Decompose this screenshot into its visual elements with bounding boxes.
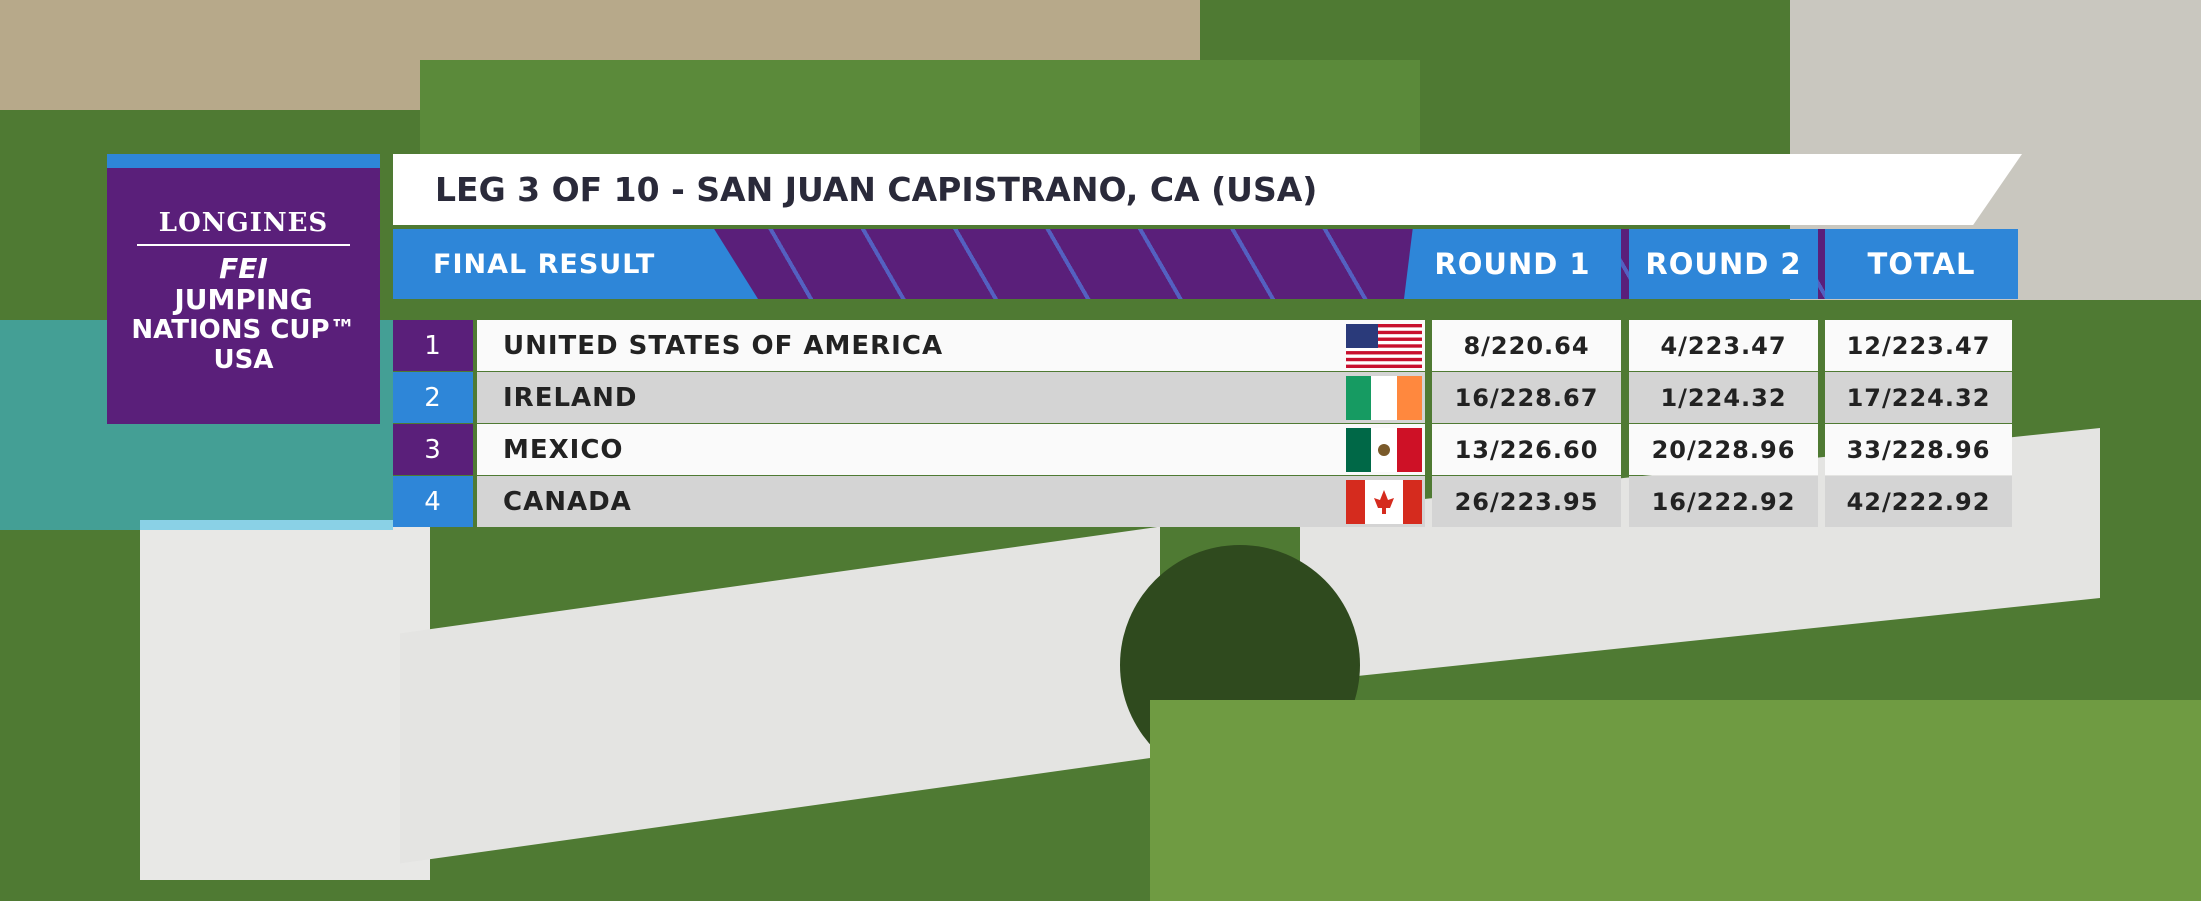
score-cell: 4/223.47: [1629, 320, 1818, 371]
team-name: MEXICO: [477, 424, 1425, 475]
rank-cell: 1: [393, 320, 473, 371]
logo-line: JUMPING: [174, 283, 313, 316]
team-name: CANADA: [477, 476, 1425, 527]
team-name: IRELAND: [477, 372, 1425, 423]
team-name: UNITED STATES OF AMERICA: [477, 320, 1425, 371]
logo-country: USA: [213, 345, 274, 375]
score-cell: 8/220.64: [1432, 320, 1621, 371]
left-tent: [140, 520, 430, 880]
flag: [1346, 480, 1422, 524]
column-header: ROUND 1: [1404, 229, 1621, 299]
score-cell: 13/226.60: [1432, 424, 1621, 475]
score-cell: 17/224.32: [1825, 372, 2012, 423]
column-header: ROUND 2: [1629, 229, 1818, 299]
field-front: [1150, 700, 2201, 901]
column-header: TOTAL: [1825, 229, 2018, 299]
score-cell: 16/222.92: [1629, 476, 1818, 527]
column-header: FINAL RESULT: [393, 229, 758, 299]
logo-box: LONGINES FEI JUMPING NATIONS CUP™ USA: [107, 154, 380, 424]
rank-cell: 3: [393, 424, 473, 475]
score-cell: 26/223.95: [1432, 476, 1621, 527]
score-cell: 1/224.32: [1629, 372, 1818, 423]
logo-federation: FEI: [219, 252, 268, 285]
flag: [1346, 428, 1422, 472]
rank-cell: 4: [393, 476, 473, 527]
logo-brand: LONGINES: [137, 208, 350, 246]
score-cell: 20/228.96: [1629, 424, 1818, 475]
title-bar: LEG 3 OF 10 - SAN JUAN CAPISTRANO, CA (U…: [393, 154, 2022, 225]
score-cell: 16/228.67: [1432, 372, 1621, 423]
title: LEG 3 OF 10 - SAN JUAN CAPISTRANO, CA (U…: [435, 170, 1318, 209]
rank-cell: 2: [393, 372, 473, 423]
score-cell: 12/223.47: [1825, 320, 2012, 371]
logo-line: NATIONS CUP™: [131, 315, 356, 345]
flag: [1346, 324, 1422, 368]
front-tent: [400, 526, 1160, 864]
score-cell: 42/222.92: [1825, 476, 2012, 527]
flag: [1346, 376, 1422, 420]
score-cell: 33/228.96: [1825, 424, 2012, 475]
